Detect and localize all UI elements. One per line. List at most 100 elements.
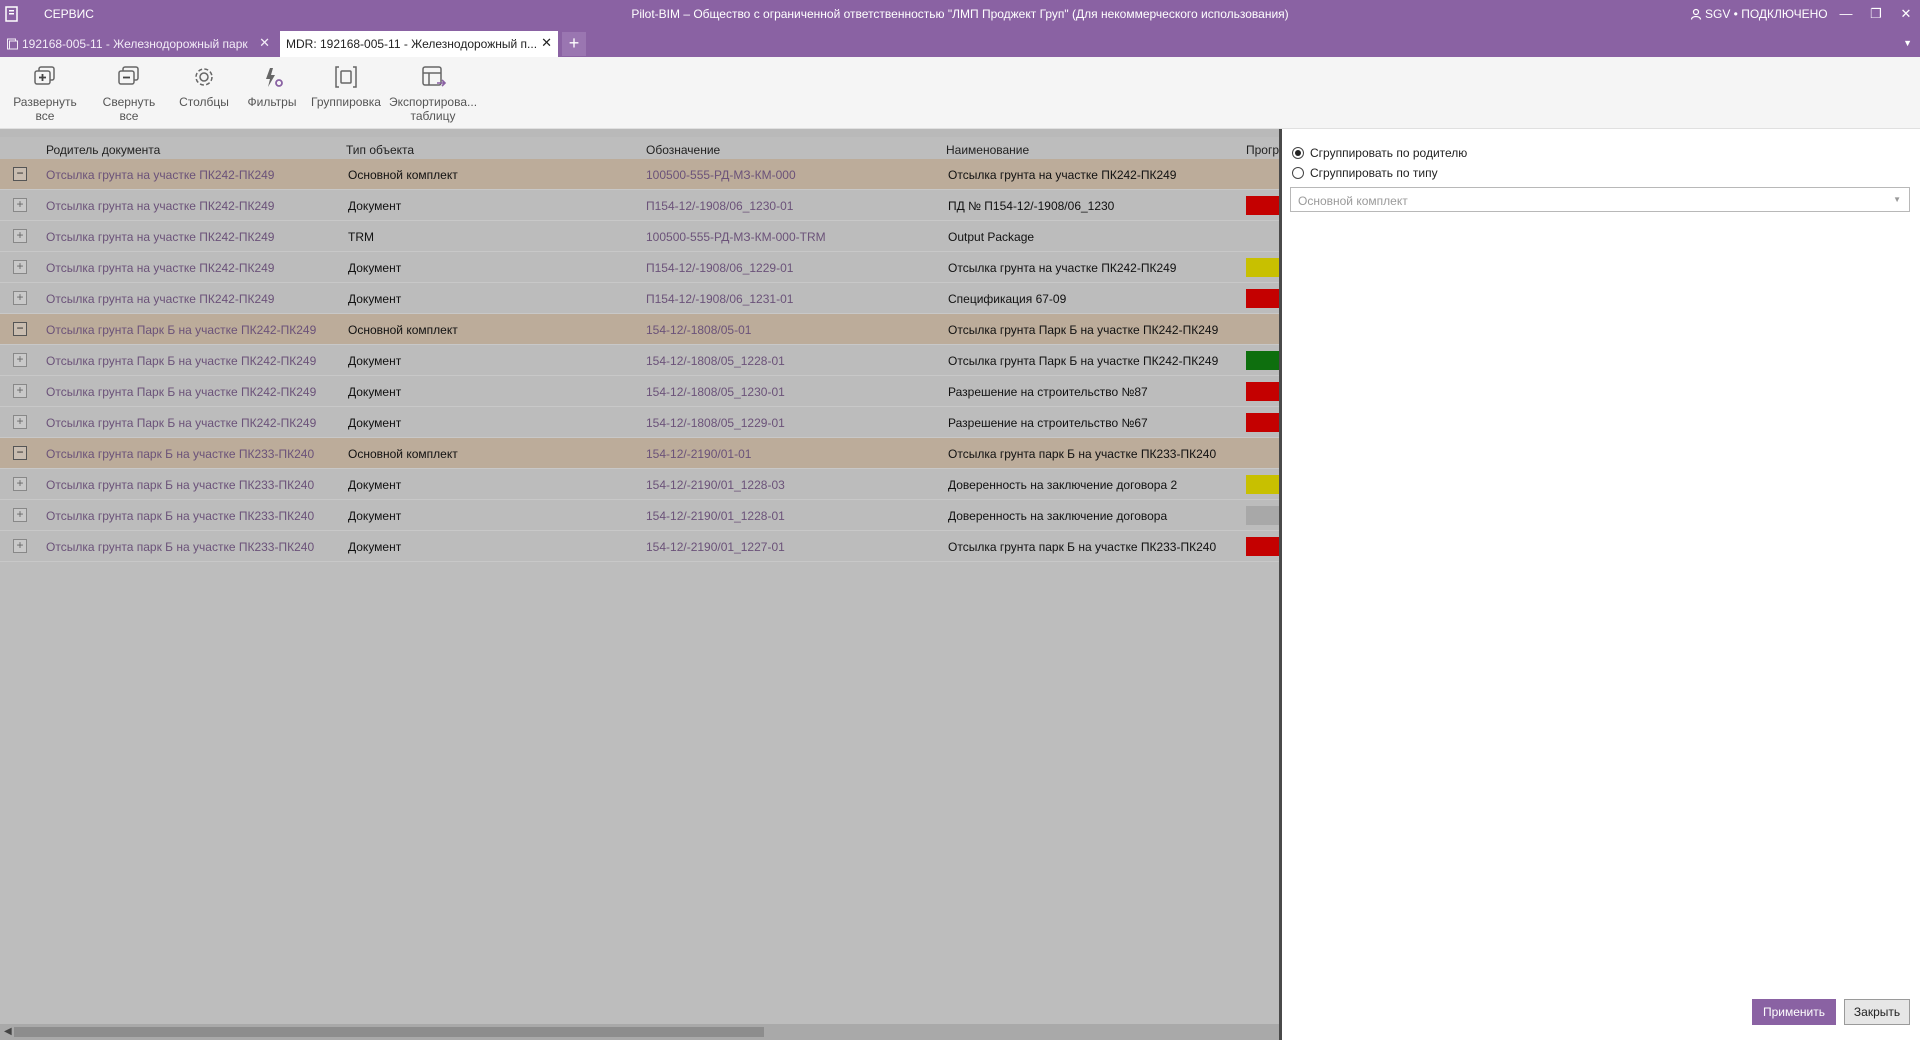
table-row[interactable]: + Отсылка грунта на участке ПК242-ПК249 До…	[0, 283, 1279, 314]
grouping-icon	[335, 66, 357, 88]
restore-button[interactable]: ❐	[1870, 6, 1882, 21]
cell-name: Разрешение на строительство №87	[948, 385, 1148, 399]
export-label-line1: Экспортирова...	[388, 95, 478, 109]
cell-type: Документ	[348, 354, 402, 368]
progress-status-swatch	[1246, 475, 1279, 494]
horizontal-scrollbar[interactable]: ◀	[0, 1024, 1279, 1040]
close-button[interactable]: Закрыть	[1844, 999, 1910, 1025]
table-row[interactable]: + Отсылка грунта на участке ПК242-ПК249 TR…	[0, 221, 1279, 252]
cell-name: Отсылка грунта Парк Б на участке ПК242-П…	[948, 323, 1219, 337]
close-icon[interactable]: ✕	[259, 35, 270, 50]
column-header-parent[interactable]: Родитель документа	[46, 143, 161, 157]
column-header-type[interactable]: Тип объекта	[346, 143, 415, 157]
group-by-parent-radio[interactable]	[1292, 147, 1304, 159]
user-status-label: SGV • ПОДКЛЮЧЕНО	[1705, 7, 1828, 21]
cell-type: Основной комплект	[348, 447, 458, 461]
gear-icon	[195, 68, 213, 86]
group-by-type-radio[interactable]	[1292, 167, 1304, 179]
collapse-row-icon[interactable]: −	[13, 167, 27, 181]
table-row[interactable]: + Отсылка грунта парк Б на участке ПК233-…	[0, 531, 1279, 562]
tab-project[interactable]: 192168-005-11 - Железнодорожный парк ✕	[0, 31, 276, 57]
table-row[interactable]: + Отсылка грунта Парк Б на участке ПК242-…	[0, 407, 1279, 438]
apply-button[interactable]: Применить	[1752, 999, 1836, 1025]
cell-name: ПД № П154-12/-1908/06_1230	[948, 199, 1115, 213]
cell-parent: Отсылка грунта парк Б на участке ПК233-П…	[46, 540, 315, 554]
table-row[interactable]: + Отсылка грунта на участке ПК242-ПК249 До…	[0, 252, 1279, 283]
table-row[interactable]: + Отсылка грунта парк Б на участке ПК233-…	[0, 500, 1279, 531]
table-row[interactable]: + Отсылка грунта парк Б на участке ПК233-…	[0, 469, 1279, 500]
cell-type: Основной комплект	[348, 323, 458, 337]
expand-row-icon[interactable]: +	[13, 260, 27, 274]
collapse-row-icon[interactable]: −	[13, 446, 27, 460]
column-header-name[interactable]: Наименование	[946, 143, 1030, 157]
expand-row-icon[interactable]: +	[13, 198, 27, 212]
grid-header: Родитель документа Тип объекта Обозначен…	[0, 137, 1279, 159]
close-icon[interactable]: ✕	[541, 35, 552, 50]
expand-row-icon[interactable]: +	[13, 291, 27, 305]
app-logo-icon[interactable]	[4, 5, 20, 23]
toolbar: Развернуть все Свернуть все Столбцы Филь…	[0, 57, 1920, 129]
collapse-row-icon[interactable]: −	[13, 322, 27, 336]
group-row[interactable]: − Отсылка грунта парк Б на участке ПК233-…	[0, 438, 1279, 469]
tab-bar: 192168-005-11 - Железнодорожный парк ✕ M…	[0, 28, 1920, 57]
columns-button[interactable]: Столбцы	[176, 63, 232, 109]
cell-type: Основной комплект	[348, 168, 458, 182]
cell-type: Документ	[348, 509, 402, 523]
close-window-button[interactable]: ✕	[1900, 6, 1912, 21]
export-label-line2: таблицу	[410, 109, 456, 123]
cell-code: 154-12/-2190/01_1228-03	[646, 478, 785, 492]
scroll-left-icon[interactable]: ◀	[4, 1026, 12, 1037]
progress-status-swatch	[1246, 413, 1279, 432]
documents-grid: Родитель документа Тип объекта Обозначен…	[0, 137, 1279, 1024]
user-status[interactable]: SGV • ПОДКЛЮЧЕНО	[1690, 7, 1828, 21]
group-by-type-label: Сгруппировать по типу	[1310, 166, 1438, 180]
expand-row-icon[interactable]: +	[13, 353, 27, 367]
column-header-progress[interactable]: Прогр	[1246, 143, 1279, 157]
grouping-button[interactable]: Группировка	[308, 63, 384, 109]
title-bar: СЕРВИС Pilot-BIM – Общество с ограниченн…	[0, 0, 1920, 28]
progress-status-swatch	[1246, 537, 1279, 556]
filters-button[interactable]: Фильтры	[244, 63, 300, 109]
expand-row-icon[interactable]: +	[13, 415, 27, 429]
table-row[interactable]: + Отсылка грунта на участке ПК242-ПК249 До…	[0, 190, 1279, 221]
table-row[interactable]: + Отсылка грунта Парк Б на участке ПК242-…	[0, 345, 1279, 376]
panel-splitter[interactable]	[1279, 129, 1282, 1040]
cell-name: Отсылка грунта Парк Б на участке ПК242-П…	[948, 354, 1219, 368]
scrollbar-thumb[interactable]	[14, 1027, 764, 1037]
cell-parent: Отсылка грунта Парк Б на участке ПК242-П…	[46, 354, 317, 368]
cell-parent: Отсылка грунта парк Б на участке ПК233-П…	[46, 447, 315, 461]
service-menu[interactable]: СЕРВИС	[44, 7, 94, 21]
expand-row-icon[interactable]: +	[13, 508, 27, 522]
minimize-button[interactable]: —	[1839, 6, 1853, 21]
column-header-code[interactable]: Обозначение	[646, 143, 721, 157]
cell-name: Отсылка грунта на участке ПК242-ПК249	[948, 261, 1177, 275]
group-by-type-option[interactable]: Сгруппировать по типу	[1292, 166, 1438, 180]
cell-parent: Отсылка грунта Парк Б на участке ПК242-П…	[46, 416, 317, 430]
expand-row-icon[interactable]: +	[13, 477, 27, 491]
expand-row-icon[interactable]: +	[13, 384, 27, 398]
group-row[interactable]: − Отсылка грунта на участке ПК242-ПК249 Ос…	[0, 159, 1279, 190]
group-row[interactable]: − Отсылка грунта Парк Б на участке ПК242-…	[0, 314, 1279, 345]
cell-type: Документ	[348, 199, 402, 213]
object-type-dropdown[interactable]: Основной комплект ▼	[1290, 187, 1910, 212]
progress-status-swatch	[1246, 196, 1279, 215]
table-row[interactable]: + Отсылка грунта Парк Б на участке ПК242-…	[0, 376, 1279, 407]
expand-row-icon[interactable]: +	[13, 539, 27, 553]
cell-code: 154-12/-1808/05-01	[646, 323, 752, 337]
expand-all-button[interactable]: Развернуть все	[4, 63, 86, 123]
cell-code: 154-12/-1808/05_1230-01	[646, 385, 785, 399]
tab-mdr[interactable]: MDR: 192168-005-11 - Железнодорожный п..…	[280, 31, 558, 57]
export-table-icon	[422, 66, 447, 87]
expand-row-icon[interactable]: +	[13, 229, 27, 243]
tab-label: MDR: 192168-005-11 - Железнодорожный п..…	[286, 37, 538, 51]
cell-type: Документ	[348, 292, 402, 306]
group-by-parent-option[interactable]: Сгруппировать по родителю	[1292, 146, 1467, 160]
export-table-button[interactable]: Экспортирова... таблицу	[388, 63, 478, 123]
progress-status-swatch	[1246, 382, 1279, 401]
cell-parent: Отсылка грунта парк Б на участке ПК233-П…	[46, 509, 315, 523]
cell-name: Доверенность на заключение договора 2	[948, 478, 1178, 492]
cell-code: П154-12/-1908/06_1231-01	[646, 292, 794, 306]
add-tab-button[interactable]: +	[562, 32, 586, 56]
tab-list-dropdown-icon[interactable]: ▼	[1903, 38, 1912, 48]
collapse-all-button[interactable]: Свернуть все	[94, 63, 164, 123]
